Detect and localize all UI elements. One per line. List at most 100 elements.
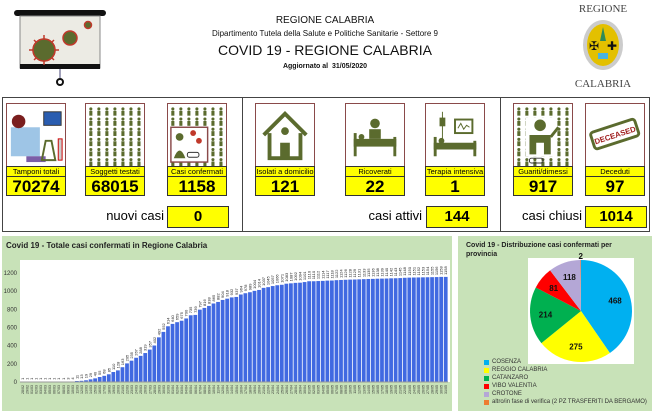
updated-date: Aggiornato al 31/05/2020 xyxy=(282,63,368,70)
x-tick-label: 17/04 xyxy=(244,385,248,394)
bar-value-label: 1 xyxy=(56,377,61,380)
legend-swatch xyxy=(484,383,489,389)
pie-slice-label: 468 xyxy=(608,296,622,305)
y-tick-label: 200 xyxy=(7,362,18,368)
x-tick-label: 23/03 xyxy=(130,385,134,394)
stats-section xyxy=(2,97,650,232)
bar xyxy=(220,299,225,382)
pie-chart-panel: Covid 19 - Distribuzione casi confermati… xyxy=(458,236,652,411)
x-tick-label: 09/05 xyxy=(344,385,348,394)
x-tick-label: 21/05 xyxy=(399,385,403,394)
bar-value-label: 267 xyxy=(134,348,139,355)
x-tick-label: 30/05 xyxy=(440,385,444,394)
bar-chart-panel: Covid 19 - Totale casi confermati in Reg… xyxy=(2,236,452,411)
legend-label: CROTONE xyxy=(492,391,522,397)
pie-slice-label: 118 xyxy=(563,273,576,282)
bar-value-label: 492 xyxy=(156,328,161,335)
bar-value-label: 19 xyxy=(84,373,89,378)
bar xyxy=(407,277,412,382)
bar xyxy=(197,309,202,382)
x-tick-label: 12/05 xyxy=(358,385,362,394)
legend-label: VIBO VALENTIA xyxy=(492,383,537,389)
x-tick-label: 06/05 xyxy=(330,385,334,394)
bar xyxy=(175,322,179,382)
x-tick-label: 16/04 xyxy=(239,385,243,394)
x-tick-label: 02/04 xyxy=(176,385,180,394)
x-tick-label: 16/05 xyxy=(376,385,380,394)
x-tick-label: 28/04 xyxy=(294,385,298,394)
x-tick-label: 05/04 xyxy=(189,385,193,394)
x-tick-label: 17/05 xyxy=(380,385,384,394)
bar-value-label: 1135 xyxy=(366,268,371,277)
x-tick-label: 20/05 xyxy=(394,385,398,394)
bar xyxy=(257,289,261,382)
card-value-deceduti: 97 xyxy=(585,176,645,196)
bar xyxy=(320,280,325,382)
bar-value-label: 1 xyxy=(38,377,43,380)
bar xyxy=(138,355,143,382)
x-tick-label: 15/05 xyxy=(371,385,375,394)
pie-legend: COSENZA REGGIO CALABRIA CATANZARO VIBO VALE… xyxy=(484,358,647,406)
bar xyxy=(248,292,252,382)
bar xyxy=(311,281,316,382)
bar-value-label: 110 xyxy=(111,363,116,370)
x-tick-label: 01/04 xyxy=(171,385,175,394)
bar-value-label: 1154 xyxy=(425,266,430,275)
x-tick-label: 06/04 xyxy=(194,385,198,394)
bar xyxy=(184,318,189,382)
bar xyxy=(102,375,107,382)
bar-value-label: 4 xyxy=(70,377,75,380)
card-value-casi-confermati: 1158 xyxy=(167,176,227,196)
x-tick-label: 26/04 xyxy=(285,385,289,394)
bar-value-label: 1156 xyxy=(434,266,439,275)
bar-value-label: 1151 xyxy=(411,266,416,275)
card-value-soggetti-testati: 68015 xyxy=(85,176,145,196)
card-value-terapia-intensiva: 1 xyxy=(425,176,485,196)
bar xyxy=(421,277,425,382)
bar-value-label: 978 xyxy=(243,284,248,291)
bar xyxy=(434,277,439,382)
region-logo: REGIONE ✠ ✚ CALABRIA xyxy=(574,3,632,90)
bar-value-label: 1128 xyxy=(348,268,353,277)
x-tick-label: 01/05 xyxy=(308,385,312,394)
x-tick-label: 02/03 xyxy=(34,385,38,394)
bar-value-label: 1139 xyxy=(379,267,384,276)
x-tick-label: 04/04 xyxy=(185,385,189,394)
bar xyxy=(389,278,393,382)
legend-swatch xyxy=(484,359,489,365)
bar xyxy=(366,278,371,382)
bar-value-label: 1 xyxy=(61,377,66,380)
bar-value-label: 640 xyxy=(170,314,175,321)
bar-value-label: 1 xyxy=(20,377,25,380)
card-value-ricoverati: 22 xyxy=(345,176,405,196)
bar-value-label: 13 xyxy=(79,374,84,379)
bar-value-label: 1155 xyxy=(430,266,435,275)
bar-value-label: 838 xyxy=(206,296,211,303)
pie-slice xyxy=(530,287,581,344)
bar xyxy=(279,284,284,382)
y-tick-label: 0 xyxy=(14,380,18,386)
deceased-stamp-icon: DECEASED xyxy=(585,103,645,167)
x-tick-label: 10/03 xyxy=(71,385,75,394)
bar xyxy=(325,280,330,382)
x-tick-label: 13/03 xyxy=(85,385,89,394)
bar xyxy=(84,380,88,382)
lab-equipment-icon xyxy=(6,103,66,167)
x-tick-label: 18/03 xyxy=(107,385,111,394)
bar xyxy=(266,287,271,382)
bar-value-label: 319 xyxy=(143,344,148,351)
bar-value-label: 288 xyxy=(138,346,143,353)
bar-value-label: 11 xyxy=(74,374,79,379)
page-title: COVID 19 - REGIONE CALABRIA xyxy=(218,42,432,58)
y-tick-label: 1200 xyxy=(4,271,18,277)
pie-slice xyxy=(550,260,581,311)
bar xyxy=(370,278,375,382)
bar-value-label: 357 xyxy=(147,340,152,347)
bar xyxy=(443,276,448,382)
x-tick-label: 30/04 xyxy=(303,385,307,394)
bar-value-label: 1045 xyxy=(266,275,271,285)
bar-value-label: 1094 xyxy=(298,271,303,281)
bar xyxy=(302,282,307,382)
x-tick-label: 28/05 xyxy=(431,385,435,394)
bar xyxy=(402,277,407,382)
